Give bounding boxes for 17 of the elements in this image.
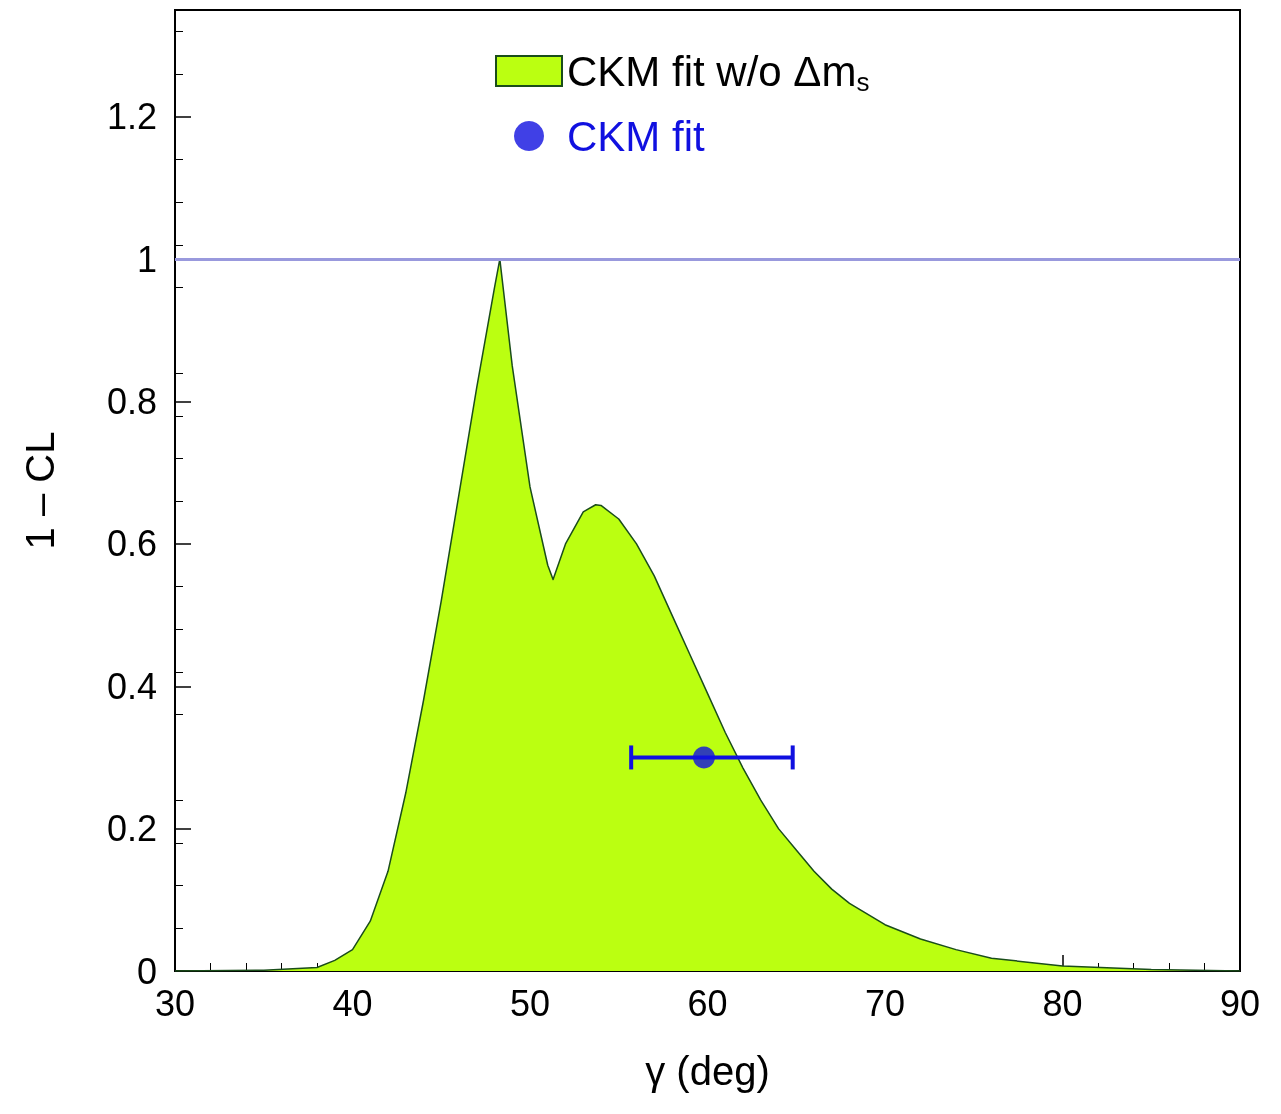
x-tick-label: 90 [1219,982,1261,1024]
y-tick-label: 0.8 [106,381,157,423]
x-tick-label: 70 [864,982,906,1024]
y-tick-label: 0 [136,950,157,992]
x-tick-label: 30 [154,982,196,1024]
x-tick-label: 80 [1042,982,1083,1024]
x-tick-label: 40 [332,982,373,1024]
y-axis-title: 1 – CL [18,431,62,550]
y-tick-label: 0.6 [106,523,157,565]
y-tick-label: 0.2 [106,808,157,850]
y-tick-label: 1 [136,238,157,280]
x-tick-label: 50 [509,982,551,1024]
legend-label: CKM fit [567,112,705,160]
x-tick-label: 60 [687,982,728,1024]
x-axis-title: γ (deg) [645,1049,770,1093]
y-tick-label: 1.2 [106,96,157,138]
y-tick-label: 0.4 [106,665,157,707]
